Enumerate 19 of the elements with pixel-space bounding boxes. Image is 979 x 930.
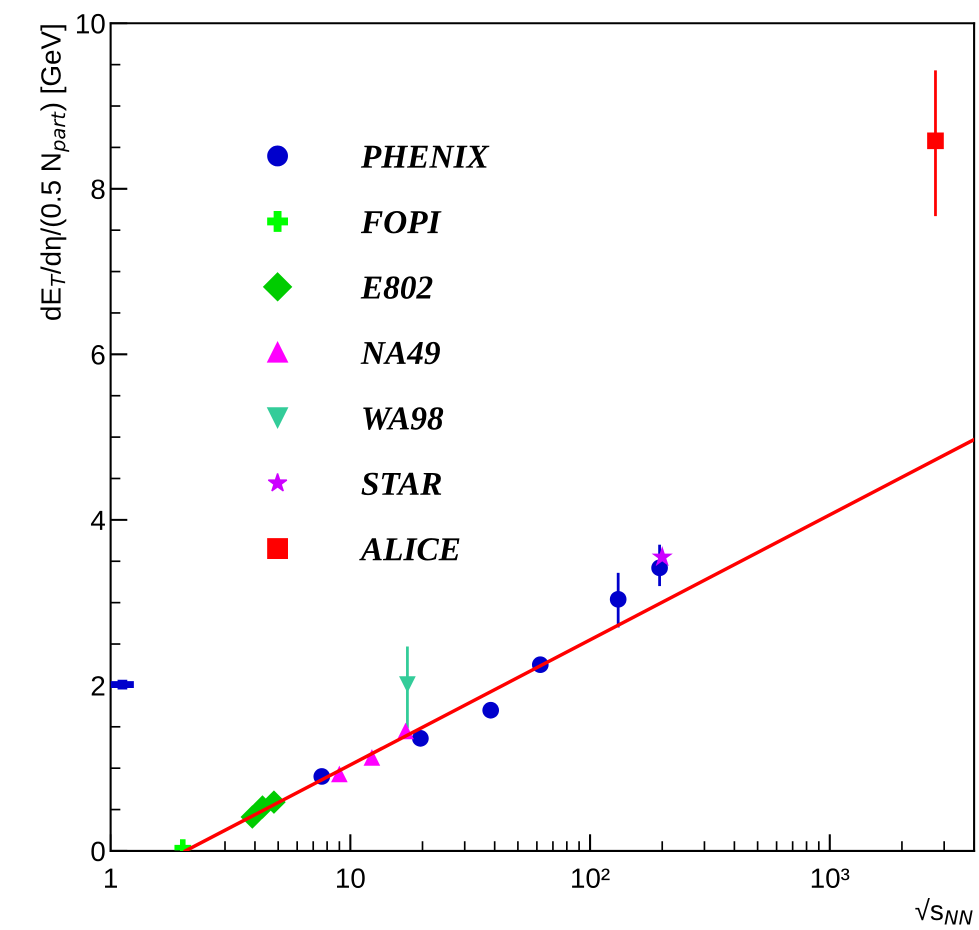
x-tick-label: 1: [105, 868, 117, 888]
y-tick-label: 10: [76, 14, 105, 34]
x-axis-title: √s$_{NN}$: [915, 898, 973, 925]
legend-label: E802: [360, 276, 432, 299]
x-tick-label: 10: [337, 868, 365, 888]
legend-label: WA98: [363, 407, 444, 430]
legend-label: FOPI: [360, 210, 442, 234]
x-tick-label: 10²: [572, 868, 610, 888]
y-tick-label: 2: [92, 676, 104, 696]
x-tick-label: 10³: [812, 868, 850, 888]
legend-label: STAR: [362, 472, 442, 496]
legend-label: PHENIX: [360, 146, 490, 168]
y-tick-label: 4: [90, 510, 105, 530]
legend-label: ALICE: [359, 538, 460, 561]
y-tick-label: 6: [92, 345, 105, 365]
y-tick-label: 8: [92, 179, 105, 200]
legend-label: NA49: [360, 342, 440, 364]
y-tick-label: 0: [91, 842, 105, 862]
y-axis-title: dE$_{T}$/dη/(0.5 N$_{part}$) [GeV]: [40, 25, 70, 320]
